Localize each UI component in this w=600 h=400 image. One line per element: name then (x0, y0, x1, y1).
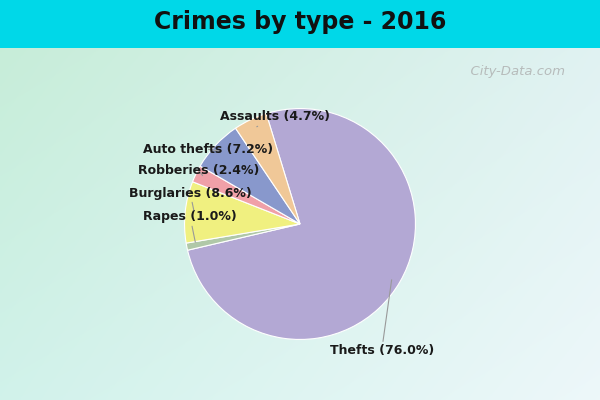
Wedge shape (186, 224, 300, 250)
Wedge shape (193, 166, 300, 224)
Wedge shape (236, 114, 300, 224)
Text: Thefts (76.0%): Thefts (76.0%) (329, 280, 434, 357)
Text: Auto thefts (7.2%): Auto thefts (7.2%) (143, 143, 274, 156)
Text: Crimes by type - 2016: Crimes by type - 2016 (154, 10, 446, 34)
Text: City-Data.com: City-Data.com (462, 66, 565, 78)
Wedge shape (185, 182, 300, 243)
Wedge shape (188, 108, 415, 340)
Text: Rapes (1.0%): Rapes (1.0%) (143, 210, 237, 242)
Text: Assaults (4.7%): Assaults (4.7%) (220, 110, 329, 127)
Text: Robberies (2.4%): Robberies (2.4%) (138, 164, 259, 177)
Wedge shape (200, 128, 300, 224)
Text: Burglaries (8.6%): Burglaries (8.6%) (129, 186, 251, 210)
